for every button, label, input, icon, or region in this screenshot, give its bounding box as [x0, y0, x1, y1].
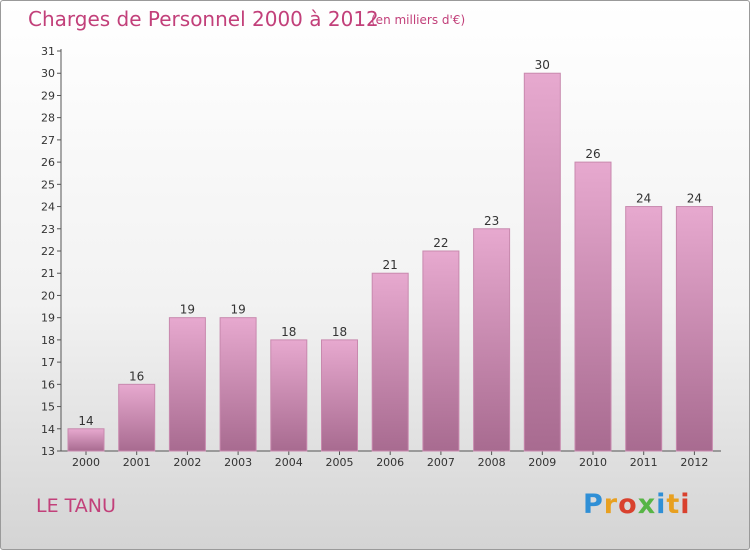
- x-tick-label: 2008: [478, 456, 506, 469]
- chart-bars: [67, 72, 713, 452]
- y-tick-label: 19: [41, 312, 55, 325]
- bar: [675, 206, 713, 452]
- y-tick-label: 20: [41, 289, 55, 302]
- bar: [371, 272, 409, 452]
- y-tick-label: 31: [41, 45, 55, 58]
- y-tick-label: 23: [41, 223, 55, 236]
- bar-value-label: 19: [180, 303, 195, 317]
- bar: [67, 428, 105, 452]
- x-tick-label: 2012: [680, 456, 708, 469]
- bar: [168, 317, 206, 452]
- bar-value-label: 14: [78, 414, 93, 428]
- x-tick-label: 2004: [275, 456, 303, 469]
- bar-value-label: 19: [230, 303, 245, 317]
- y-tick-label: 22: [41, 245, 55, 258]
- x-tick-label: 2009: [528, 456, 556, 469]
- x-tick-label: 2006: [376, 456, 404, 469]
- y-tick-label: 28: [41, 112, 55, 125]
- bar: [270, 339, 308, 452]
- bar-value-label: 23: [484, 214, 499, 228]
- x-tick-label: 2011: [630, 456, 658, 469]
- y-tick-label: 21: [41, 267, 55, 280]
- y-tick-label: 30: [41, 67, 55, 80]
- proxiti-logo: Proxiti: [583, 489, 691, 520]
- bar: [473, 228, 511, 452]
- x-tick-label: 2002: [173, 456, 201, 469]
- x-tick-label: 2005: [326, 456, 354, 469]
- bar-value-label: 22: [433, 236, 448, 250]
- y-tick-label: 14: [41, 423, 55, 436]
- y-tick-label: 29: [41, 89, 55, 102]
- x-tick-label: 2001: [123, 456, 151, 469]
- y-tick-label: 13: [41, 445, 55, 458]
- x-tick-label: 2003: [224, 456, 252, 469]
- y-tick-label: 15: [41, 401, 55, 414]
- bar-value-label: 18: [281, 325, 296, 339]
- bar-value-label: 26: [585, 147, 600, 161]
- y-tick-label: 18: [41, 334, 55, 347]
- y-tick-label: 16: [41, 378, 55, 391]
- bar-value-label: 30: [535, 58, 550, 72]
- y-tick-label: 17: [41, 356, 55, 369]
- chart-labels: 14 2000 16 2001 19 2002 19 2003 18 2004 18 2005 21 20…: [72, 58, 708, 469]
- chart-title: Charges de Personnel 2000 à 2012: [28, 7, 379, 31]
- y-tick-label: 25: [41, 178, 55, 191]
- bar: [321, 339, 358, 452]
- chart-unit-label: (en milliers d'€): [371, 13, 466, 27]
- chart-axes: 13 14 15 16 17 18 19 20 21 22 23 24 25 26 27 28 29 30 31: [41, 45, 721, 458]
- bar: [219, 317, 257, 452]
- commune-name: LE TANU: [36, 495, 116, 517]
- bar: [625, 206, 663, 452]
- bar: [523, 72, 561, 452]
- bar: [118, 383, 156, 452]
- bar-value-label: 21: [383, 258, 398, 272]
- bar: [574, 161, 612, 452]
- y-tick-label: 27: [41, 134, 55, 147]
- bar-value-label: 18: [332, 325, 347, 339]
- bar-value-label: 16: [129, 369, 144, 383]
- x-tick-label: 2007: [427, 456, 455, 469]
- x-tick-label: 2010: [579, 456, 607, 469]
- bar: [422, 250, 460, 452]
- bar-value-label: 24: [687, 192, 702, 206]
- y-tick-label: 26: [41, 156, 55, 169]
- x-tick-label: 2000: [72, 456, 100, 469]
- bar-value-label: 24: [636, 192, 651, 206]
- y-tick-label: 24: [41, 201, 55, 214]
